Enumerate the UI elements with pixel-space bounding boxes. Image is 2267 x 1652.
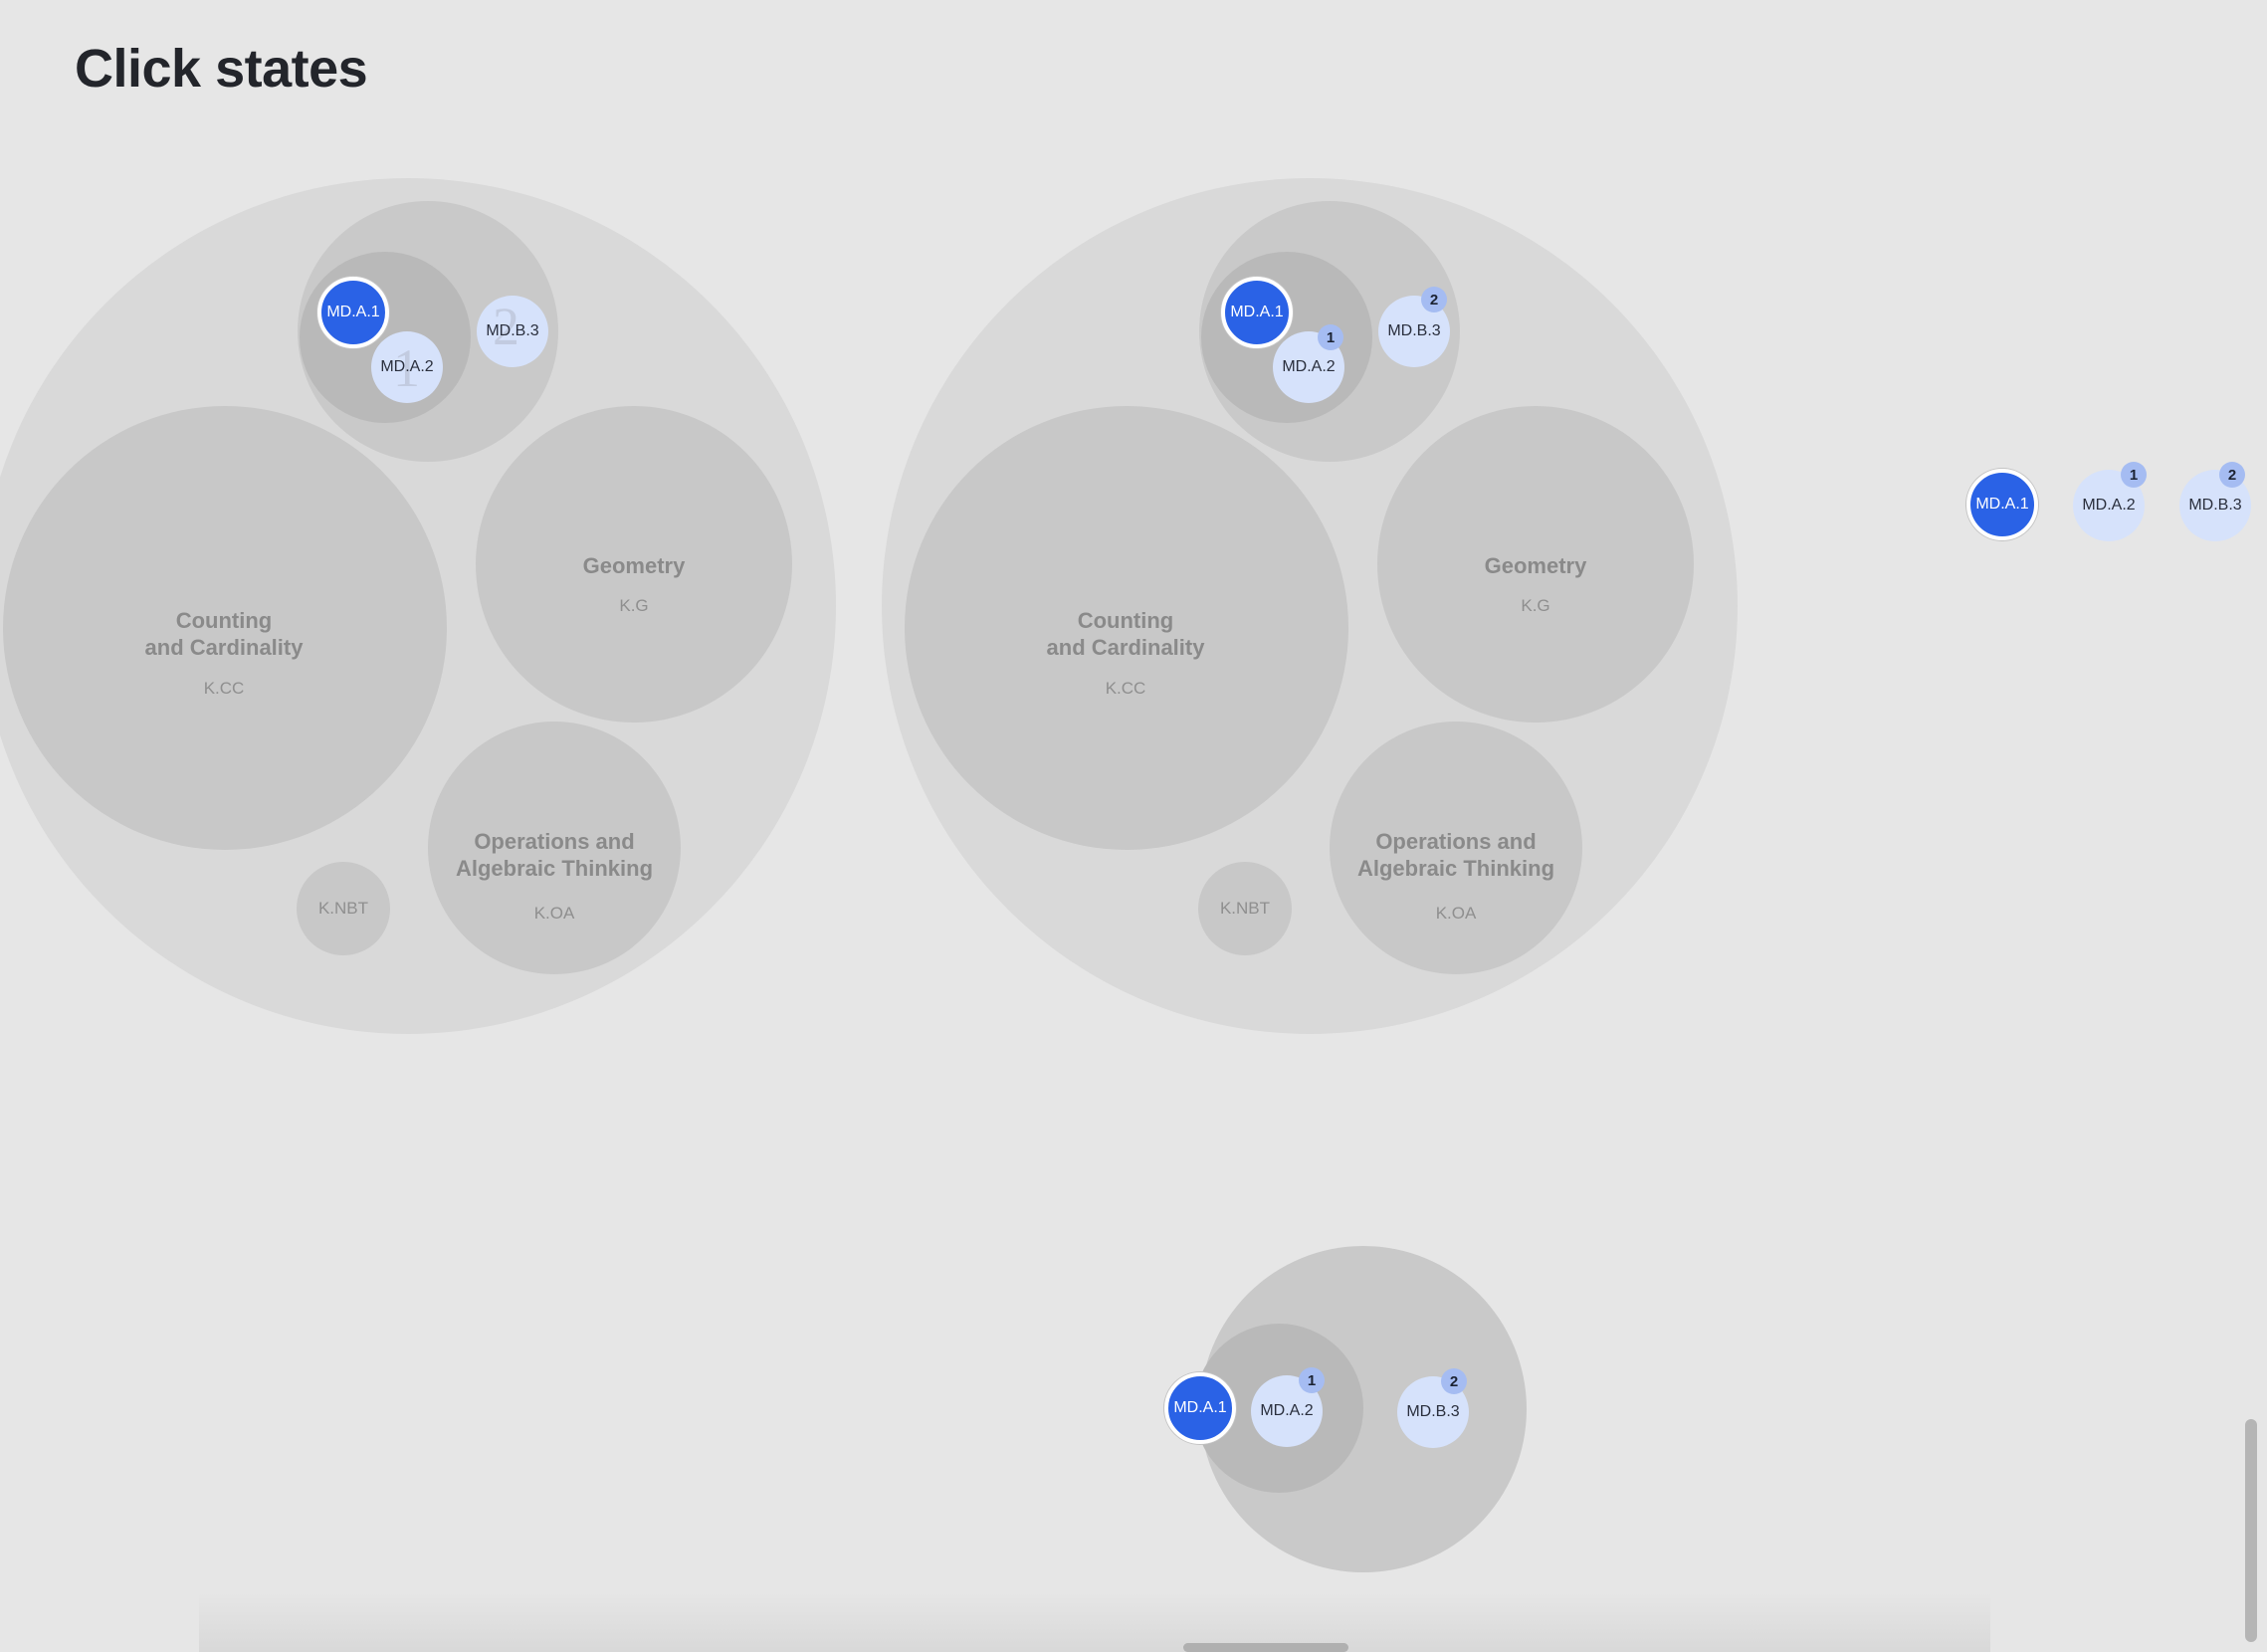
ghost-number-1: 1	[393, 338, 420, 398]
vertical-scrollbar[interactable]	[2245, 1419, 2257, 1642]
order-badge-1: 1	[1318, 324, 1343, 350]
order-badge-2: 2	[1421, 287, 1447, 312]
domain-title-counting: Counting and Cardinality	[1046, 608, 1205, 660]
domain-title-geometry: Geometry	[1484, 553, 1587, 578]
domain-title-geometry: Geometry	[582, 553, 686, 578]
standard-node-md-a2[interactable]: MD.A.2 1	[2073, 462, 2147, 541]
standard-node-md-b3[interactable]: MD.B.3 2	[2179, 462, 2251, 541]
order-badge-2: 2	[1441, 1368, 1467, 1394]
domain-circle-geometry[interactable]	[1377, 406, 1694, 723]
order-badge-1: 1	[2121, 462, 2147, 488]
domain-circle-nbt[interactable]	[1198, 862, 1292, 955]
standard-label-md-b3: MD.B.3	[486, 322, 539, 339]
standard-node-md-a2[interactable]: 1 MD.A.2	[371, 331, 443, 403]
domain-code-geometry: K.G	[619, 596, 649, 615]
bottom-fade	[199, 1592, 1990, 1652]
domain-circle-counting[interactable]	[3, 406, 447, 850]
standard-label-md-b3: MD.B.3	[2188, 497, 2242, 514]
standard-label-md-a2: MD.A.2	[380, 358, 434, 375]
domain-code-nbt: K.NBT	[317, 899, 369, 918]
domain-code-counting: K.CC	[203, 679, 245, 698]
standard-node-md-b3[interactable]: 2 MD.B.3	[477, 296, 548, 367]
standard-label-md-a2: MD.A.2	[1282, 358, 1336, 375]
standard-node-md-b3[interactable]: MD.B.3 2	[1378, 287, 1450, 367]
domain-circle-geometry[interactable]	[476, 406, 792, 723]
horizontal-scrollbar[interactable]	[1183, 1643, 1348, 1652]
domain-code-nbt: K.NBT	[1219, 899, 1271, 918]
standard-label-md-a2: MD.A.2	[1260, 1402, 1314, 1419]
domain-code-operations: K.OA	[533, 904, 575, 923]
standard-node-md-a1-selected[interactable]: MD.A.1	[1164, 1372, 1236, 1444]
standard-node-md-a1-selected[interactable]: MD.A.1	[317, 277, 389, 348]
standard-label-md-b3: MD.B.3	[1406, 1403, 1460, 1420]
standard-node-md-b3[interactable]: MD.B.3 2	[1397, 1368, 1469, 1448]
domain-title-counting: Counting and Cardinality	[144, 608, 304, 660]
standard-label-md-a2: MD.A.2	[2082, 497, 2136, 514]
domain-circle-nbt[interactable]	[297, 862, 390, 955]
domain-code-counting: K.CC	[1105, 679, 1146, 698]
standard-node-md-a2[interactable]: MD.A.2 1	[1273, 324, 1344, 403]
standard-label-md-a1: MD.A.1	[1230, 304, 1284, 320]
domain-circle-operations[interactable]	[1330, 722, 1582, 974]
page-title: Click states	[75, 39, 368, 99]
domain-circle-operations[interactable]	[428, 722, 681, 974]
domain-title-operations: Operations and Algebraic Thinking	[455, 829, 654, 881]
order-badge-2: 2	[2219, 462, 2245, 488]
standard-label-md-a1: MD.A.1	[1975, 496, 2029, 513]
standard-label-md-b3: MD.B.3	[1387, 322, 1441, 339]
standard-node-md-a1-selected[interactable]: MD.A.1	[1221, 277, 1293, 348]
domain-code-operations: K.OA	[1435, 904, 1477, 923]
ghost-number-2: 2	[493, 297, 519, 356]
standard-node-md-a2[interactable]: MD.A.2 1	[1251, 1367, 1325, 1447]
standard-node-md-a1-selected[interactable]: MD.A.1	[1966, 469, 2038, 540]
order-badge-1: 1	[1299, 1367, 1325, 1393]
domain-title-operations: Operations and Algebraic Thinking	[1356, 829, 1555, 881]
standard-label-md-a1: MD.A.1	[326, 304, 380, 320]
domain-code-geometry: K.G	[1521, 596, 1550, 615]
standard-label-md-a1: MD.A.1	[1173, 1399, 1227, 1416]
domain-circle-counting[interactable]	[905, 406, 1348, 850]
